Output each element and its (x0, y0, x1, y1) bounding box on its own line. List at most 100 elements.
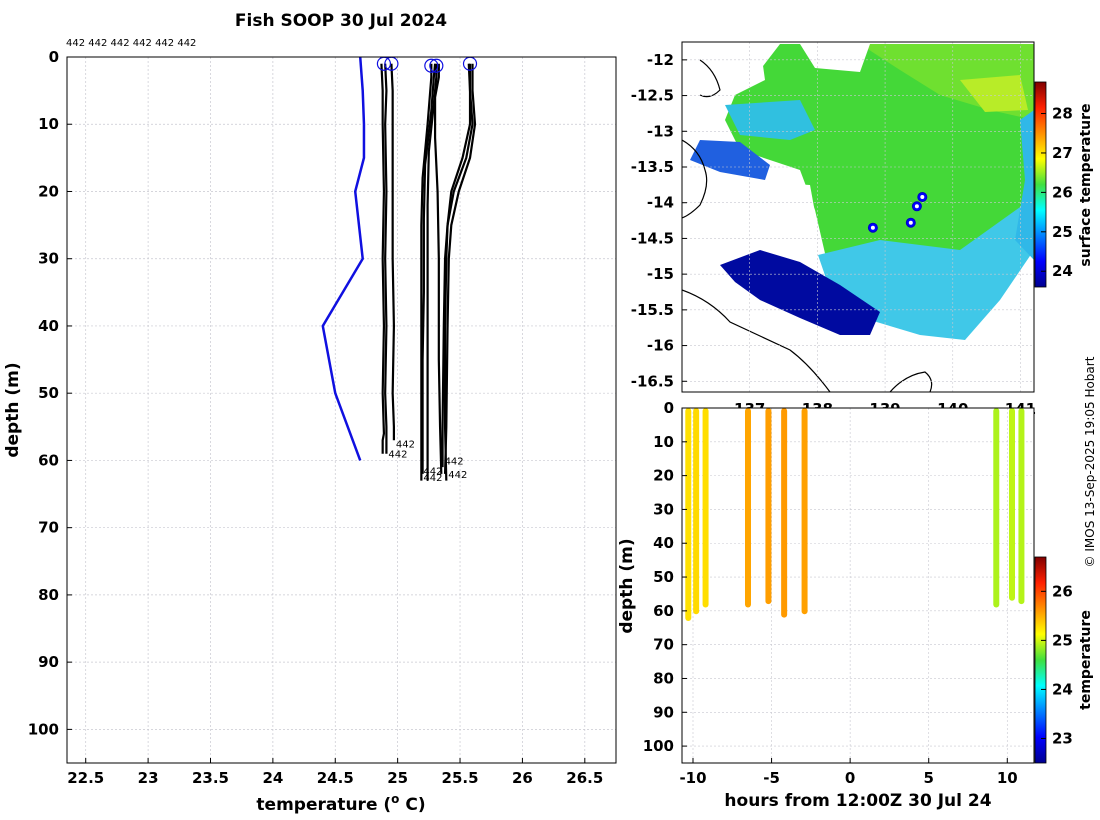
x-tick-label: 25 (387, 769, 408, 787)
map-lat-label: -12.5 (631, 87, 674, 105)
x-tick-label: 26.5 (566, 769, 603, 787)
x-tick-label: 23 (138, 769, 159, 787)
credit-text: © IMOS 13-Sep-2025 19:05 Hobart (1083, 356, 1097, 567)
section-y-tick-label: 0 (664, 399, 674, 417)
cast-end-label: 442 (423, 473, 442, 484)
section-casts (685, 408, 1025, 621)
section-cast (781, 408, 788, 618)
x-tick-label: 22.5 (67, 769, 104, 787)
section-y-tick-label: 50 (653, 568, 674, 586)
profile-line (380, 63, 386, 454)
section-x-tick-label: -5 (763, 769, 780, 787)
section-y-tick-label: 60 (653, 602, 674, 620)
section-y-tick-label: 100 (643, 737, 674, 755)
cloud-gap-center (745, 182, 820, 255)
y-tick-label: 60 (38, 451, 59, 469)
x-tick-label: 26 (512, 769, 533, 787)
y-tick-label: 30 (38, 250, 59, 268)
profile-line (443, 63, 477, 474)
temperature-colorbar-label: temperature (1078, 610, 1094, 710)
coastline-se (889, 371, 933, 392)
sst-colorbar-label: surface temperature (1078, 103, 1094, 266)
cast-end-label: 442 (448, 470, 467, 481)
map-lat-label: -16 (647, 337, 674, 355)
y-tick-label: 100 (28, 720, 59, 738)
cast-end-label: 442 (423, 467, 442, 478)
cast-end-label: 442 (445, 456, 464, 467)
surface-marker (429, 58, 444, 73)
section-x-axis-label: hours from 12:00Z 30 Jul 24 (724, 791, 991, 811)
profile-line (441, 63, 474, 468)
map-lat-label: -13.5 (631, 158, 674, 176)
map-lat-label: -16.5 (631, 372, 674, 390)
cloud-gap-nw (682, 44, 780, 95)
sst-colorbar-tick-label: 24 (1052, 262, 1073, 280)
sst-colorbar-ticks: 24 25 26 27 28 (1041, 105, 1073, 280)
temperature-colorbar-ticks: 23 24 25 26 (1041, 582, 1073, 747)
map-lat-label: -12 (647, 51, 674, 69)
sst-colorbar-tick-label: 28 (1052, 105, 1073, 123)
section-cast (693, 408, 700, 615)
profile-line (390, 63, 396, 441)
x-tick-label: 23.5 (192, 769, 229, 787)
cold-tongue (720, 250, 880, 335)
warmest-patch (960, 75, 1028, 112)
coastline-north (699, 59, 721, 98)
section-cast (702, 408, 709, 608)
temperature-colorbar-tick-label: 23 (1052, 729, 1073, 747)
sst-colorbar-tick-label: 25 (1052, 223, 1073, 241)
section-x-tick-label: 5 (923, 769, 933, 787)
y-tick-label: 10 (38, 115, 59, 133)
y-tick-label: 40 (38, 317, 59, 335)
y-tick-label: 90 (38, 653, 59, 671)
map-positions (867, 192, 928, 233)
sst-colorbar: 24 25 26 27 28 surface temperature (1034, 81, 1094, 288)
section-y-tick-label: 40 (653, 534, 674, 552)
ship-position-center (914, 204, 919, 209)
x-tick-label: 25.5 (442, 769, 479, 787)
section-cast (685, 408, 692, 621)
ship-position-center (870, 225, 875, 230)
y-tick-label: 50 (38, 384, 59, 402)
ship-position-center (908, 220, 913, 225)
map-lat-label: -14.5 (631, 229, 674, 247)
profile-line (426, 63, 438, 481)
temperature-colorbar-tick-label: 24 (1052, 680, 1073, 698)
map-lat-label: -13 (647, 122, 674, 140)
climatology-line (321, 57, 366, 461)
sst-map: -12 -12.5 -13 -13.5 -14 -14.5 -15 -15.5 -16 -16.5… (631, 41, 1036, 418)
sst-colorbar-tick-label: 26 (1052, 183, 1073, 201)
surface-marker (424, 58, 439, 73)
x-tick-label: 24 (262, 769, 283, 787)
sst-field (682, 44, 1034, 392)
top-cast-labels: 442 442 442 442 442 442 (66, 38, 196, 49)
profile-line (384, 63, 388, 454)
map-lat-label: -14 (647, 194, 674, 212)
y-tick-label: 70 (38, 519, 59, 537)
section-y-axis-label: depth (m) (617, 538, 637, 633)
profile-line (421, 63, 437, 474)
y-tick-label: 20 (38, 182, 59, 200)
temperature-colorbar: 23 24 25 26 temperature (1034, 556, 1094, 764)
ship-position-center (920, 195, 925, 199)
cool-band (818, 200, 1034, 340)
cast-end-label: 442 (396, 440, 415, 451)
section-x-tick-label: 0 (845, 769, 855, 787)
map-lat-label: -15 (647, 265, 674, 283)
coastline-west (682, 139, 708, 219)
north-cool-patch (725, 100, 815, 140)
cast-end-label: 442 (388, 450, 407, 461)
section-cast (1009, 408, 1015, 601)
temperature-colorbar-tick-label: 25 (1052, 631, 1073, 649)
section-y-tick-label: 10 (653, 433, 674, 451)
chart-title: Fish SOOP 30 Jul 2024 (235, 11, 447, 31)
east-cool-band (1015, 110, 1034, 260)
section-y-tick-label: 80 (653, 669, 674, 687)
section-x-tick-label: -10 (679, 769, 706, 787)
section-cast (801, 408, 808, 615)
map-grid (682, 42, 1034, 392)
profile-ticks: 22.5 23 23.5 24 24.5 25 25.5 26 26.5 0 10 20 30 40 50 6… (28, 48, 604, 787)
